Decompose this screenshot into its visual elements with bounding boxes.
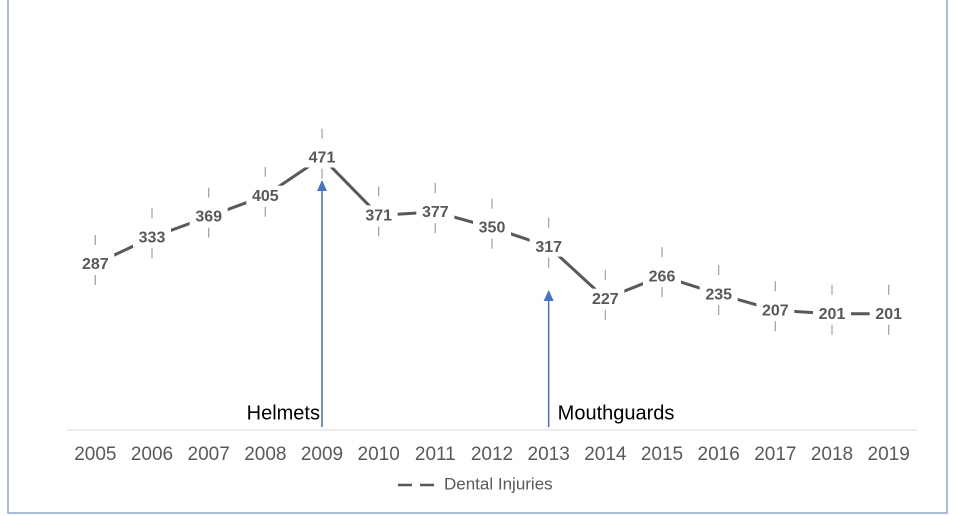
data-label-bg <box>699 284 738 305</box>
x-tick-label: 2007 <box>188 444 230 465</box>
x-tick-label: 2017 <box>754 444 796 465</box>
data-label: 350 <box>479 220 506 237</box>
data-label: 377 <box>422 204 449 221</box>
data-label-bg <box>76 253 115 274</box>
data-label: 333 <box>139 230 166 247</box>
data-label: 371 <box>365 208 392 225</box>
annotation-arrowhead <box>543 290 554 301</box>
annotation-label: Helmets <box>247 402 320 424</box>
x-tick-label: 2015 <box>641 444 683 465</box>
x-tick-label: 2012 <box>471 444 513 465</box>
data-label-bg <box>813 303 851 324</box>
data-label-bg <box>643 266 681 287</box>
data-label-bg <box>869 303 908 324</box>
x-tick-label: 2016 <box>698 444 740 465</box>
data-label: 201 <box>819 306 846 323</box>
data-label: 369 <box>195 209 222 226</box>
data-label-bg <box>303 147 341 168</box>
data-label-bg <box>756 300 795 321</box>
annotation-label: Mouthguards <box>558 402 675 424</box>
annotation-arrowhead <box>317 180 327 191</box>
x-tick-label: 2010 <box>358 444 400 465</box>
chart-frame <box>7 0 948 514</box>
data-label: 266 <box>649 268 676 285</box>
data-label: 201 <box>875 306 902 323</box>
x-tick-label: 2008 <box>244 444 286 465</box>
x-tick-label: 2019 <box>868 444 910 465</box>
data-label-bg <box>133 227 171 248</box>
data-label-bg <box>359 205 398 226</box>
data-label: 471 <box>309 150 336 167</box>
data-label: 227 <box>592 291 619 308</box>
x-tick-label: 2009 <box>301 444 343 465</box>
legend-label: Dental Injuries <box>444 474 553 493</box>
data-label-bg <box>189 206 228 227</box>
data-label: 405 <box>252 188 279 205</box>
data-label: 317 <box>535 239 562 256</box>
data-label-bg <box>586 288 625 309</box>
x-tick-label: 2018 <box>811 444 853 465</box>
data-label-bg <box>416 201 455 222</box>
x-tick-label: 2013 <box>528 444 570 465</box>
data-label: 235 <box>705 286 732 303</box>
data-label-bg <box>473 217 511 238</box>
data-label-bg <box>529 236 568 257</box>
x-tick-label: 2005 <box>74 444 116 465</box>
data-label-bg <box>246 185 285 206</box>
x-tick-label: 2011 <box>415 444 456 465</box>
data-label: 207 <box>762 302 789 319</box>
x-tick-label: 2006 <box>131 444 173 465</box>
data-label: 287 <box>82 256 109 273</box>
x-tick-label: 2014 <box>584 444 627 465</box>
